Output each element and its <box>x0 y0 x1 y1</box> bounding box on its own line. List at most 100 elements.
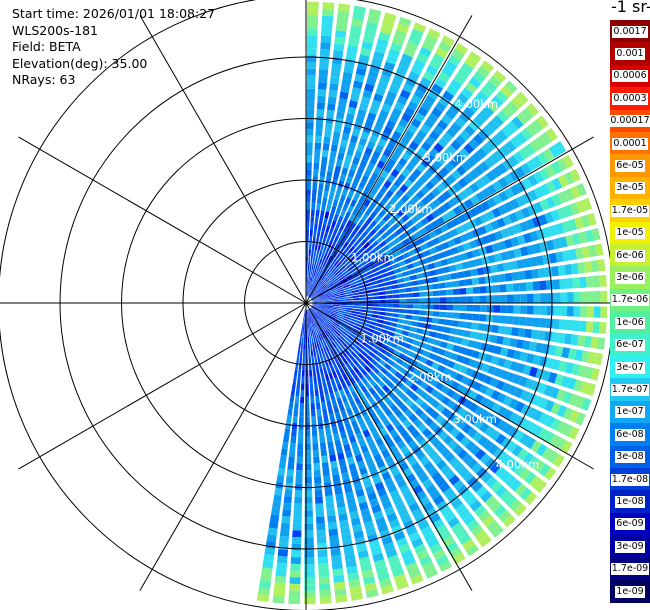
range-gate <box>316 409 322 417</box>
range-gate <box>306 82 316 89</box>
range-gate <box>354 411 362 420</box>
colorbar: 0.0017 0.001 0.0006 0.0003 0.00017 0.0001 6e-0… <box>609 20 650 603</box>
range-gate <box>308 356 312 364</box>
range-gate <box>409 326 417 333</box>
range-gate <box>343 443 351 452</box>
range-gate <box>323 277 329 283</box>
range-gate <box>312 189 317 197</box>
range-gate <box>427 28 441 40</box>
range-gate <box>369 540 381 550</box>
range-gate <box>480 174 491 186</box>
range-gate <box>484 457 497 470</box>
range-gate <box>369 280 378 286</box>
range-gate <box>500 228 510 239</box>
range-gate <box>332 348 338 356</box>
colorbar-label: 3e-06 <box>615 271 645 284</box>
range-gate <box>412 135 423 146</box>
range-gate <box>308 309 311 316</box>
range-gate <box>321 203 326 212</box>
range-gate <box>459 130 471 141</box>
range-gate <box>425 213 435 223</box>
range-gate <box>519 351 529 362</box>
range-gate <box>330 288 337 292</box>
range-gate <box>527 455 540 469</box>
range-gate <box>508 459 521 472</box>
range-gate <box>358 257 366 264</box>
range-gate <box>571 233 581 245</box>
range-gate <box>423 375 433 384</box>
range-gate <box>424 417 434 427</box>
range-gate <box>432 549 446 560</box>
range-gate <box>341 279 348 285</box>
range-gate <box>458 321 466 328</box>
range-gate <box>419 356 428 364</box>
range-gate <box>465 278 473 286</box>
range-gate <box>447 516 460 529</box>
range-gate <box>360 238 368 246</box>
range-gate <box>399 484 410 495</box>
range-gate <box>311 284 315 291</box>
azimuth-spoke <box>305 302 473 591</box>
range-gate <box>407 100 419 111</box>
range-gate <box>335 221 341 230</box>
range-gate <box>404 408 414 418</box>
range-gate <box>382 223 391 231</box>
range-gate <box>307 269 310 277</box>
range-gate <box>447 209 457 219</box>
range-gate <box>334 439 342 448</box>
range-gate <box>551 193 562 206</box>
range-gate <box>395 380 404 389</box>
range-gate <box>360 376 368 385</box>
range-gate <box>323 253 328 260</box>
range-gate <box>311 243 315 250</box>
range-gate <box>324 184 330 192</box>
range-gate <box>329 83 339 91</box>
range-gate <box>376 323 384 328</box>
range-gate <box>562 391 573 404</box>
range-gate <box>355 388 363 396</box>
range-gate <box>306 256 308 263</box>
range-gate <box>590 336 599 349</box>
range-gate <box>425 256 434 264</box>
range-gate <box>295 476 303 484</box>
range-gate <box>306 61 317 69</box>
range-gate <box>313 162 320 170</box>
range-gate <box>381 393 390 403</box>
range-gate <box>499 369 509 380</box>
range-gate <box>499 470 512 483</box>
range-gate <box>480 490 493 503</box>
range-gate <box>287 462 295 470</box>
range-gate <box>384 351 393 358</box>
range-gate <box>306 88 315 96</box>
range-gate <box>385 423 395 433</box>
range-gate <box>308 290 312 297</box>
range-gate <box>352 382 360 391</box>
range-gate <box>317 272 321 279</box>
range-gate <box>340 139 348 148</box>
range-gate <box>320 210 325 218</box>
range-gate <box>383 126 393 136</box>
range-gate <box>409 274 418 281</box>
range-gate <box>458 508 472 521</box>
range-gate <box>484 80 498 93</box>
range-gate <box>418 285 426 291</box>
range-gate <box>340 84 350 93</box>
range-gate <box>514 415 526 427</box>
range-gate <box>306 316 308 324</box>
range-gate <box>339 520 350 529</box>
range-gate <box>514 209 525 221</box>
range-gate <box>430 220 439 229</box>
range-gate <box>531 119 544 133</box>
range-gate <box>471 481 483 493</box>
range-gate <box>506 283 514 292</box>
range-gate <box>342 71 353 80</box>
range-gate <box>323 387 329 395</box>
range-gate <box>379 185 388 195</box>
range-gate <box>323 190 329 198</box>
range-gate <box>320 275 326 282</box>
range-gate <box>453 73 466 86</box>
range-gate <box>419 304 427 310</box>
range-gate <box>506 348 515 359</box>
range-gate <box>549 387 560 399</box>
range-gate <box>464 82 478 94</box>
